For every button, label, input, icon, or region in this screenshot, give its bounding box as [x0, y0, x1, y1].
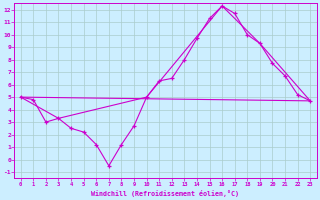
X-axis label: Windchill (Refroidissement éolien,°C): Windchill (Refroidissement éolien,°C) [92, 190, 239, 197]
